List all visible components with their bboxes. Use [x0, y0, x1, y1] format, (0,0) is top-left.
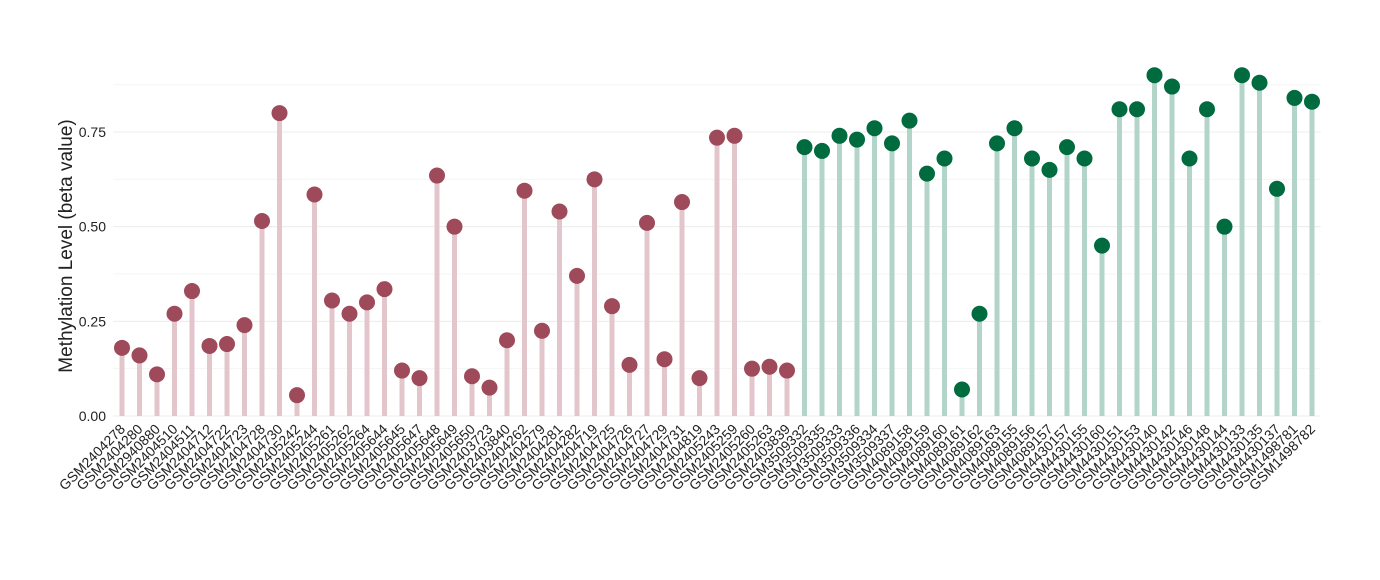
dot: [1111, 101, 1128, 118]
dot: [376, 281, 393, 298]
dot: [1129, 101, 1145, 118]
dot: [604, 298, 620, 315]
dot: [534, 322, 550, 339]
dot: [289, 387, 305, 404]
dot: [516, 182, 533, 199]
dot: [726, 127, 743, 144]
dot: [691, 370, 708, 387]
dot: [901, 112, 918, 129]
dot: [359, 294, 375, 311]
dot: [551, 203, 568, 220]
dot: [324, 292, 340, 309]
dot: [849, 131, 865, 148]
dot: [1304, 93, 1320, 110]
dot: [411, 370, 428, 387]
dot: [866, 120, 883, 137]
dot: [1269, 180, 1285, 197]
dot: [1094, 237, 1110, 254]
dot: [1234, 67, 1250, 84]
dot: [131, 347, 148, 364]
dot: [639, 214, 655, 231]
dot: [971, 305, 988, 322]
dot: [1146, 67, 1163, 84]
dot: [919, 165, 935, 182]
dot: [254, 212, 270, 229]
dot: [936, 150, 953, 167]
dot: [779, 362, 795, 379]
dot: [831, 127, 848, 144]
dot: [236, 317, 253, 334]
dot: [884, 135, 900, 152]
dot: [814, 142, 830, 159]
dot: [114, 339, 130, 356]
dot: [1216, 218, 1233, 235]
dot: [761, 358, 778, 375]
dot: [796, 139, 813, 156]
dot: [569, 267, 585, 284]
dot: [1041, 161, 1058, 178]
dot: [166, 305, 183, 322]
dot: [464, 368, 480, 385]
dot: [219, 336, 235, 353]
dot: [394, 362, 410, 379]
dot: [446, 218, 463, 235]
y-tick-label: 0.00: [79, 408, 106, 424]
dot: [744, 360, 760, 377]
dot: [306, 186, 323, 203]
dot: [341, 305, 358, 322]
dot: [954, 381, 970, 398]
dot: [499, 332, 515, 349]
dot: [1286, 89, 1303, 106]
dot: [1024, 150, 1040, 167]
dot: [656, 351, 673, 368]
dot: [1181, 150, 1198, 167]
dot: [429, 167, 445, 184]
y-tick-label: 0.50: [79, 219, 106, 235]
dot: [1059, 139, 1075, 156]
dot: [481, 379, 498, 396]
dot: [184, 283, 200, 300]
dot: [1199, 101, 1215, 118]
dot: [1164, 78, 1180, 95]
dot: [709, 129, 725, 146]
dot: [201, 337, 218, 354]
dot: [621, 356, 638, 373]
y-axis-label: Methylation Level (beta value): [56, 119, 77, 372]
dot: [1076, 150, 1093, 167]
dot: [1006, 120, 1023, 137]
dot: [674, 194, 690, 211]
y-tick-label: 0.75: [79, 124, 106, 140]
y-tick-label: 0.25: [79, 313, 106, 329]
dot: [149, 366, 165, 383]
dot: [1251, 74, 1268, 91]
dot: [271, 105, 288, 122]
dot: [586, 171, 603, 188]
dot: [989, 135, 1005, 152]
